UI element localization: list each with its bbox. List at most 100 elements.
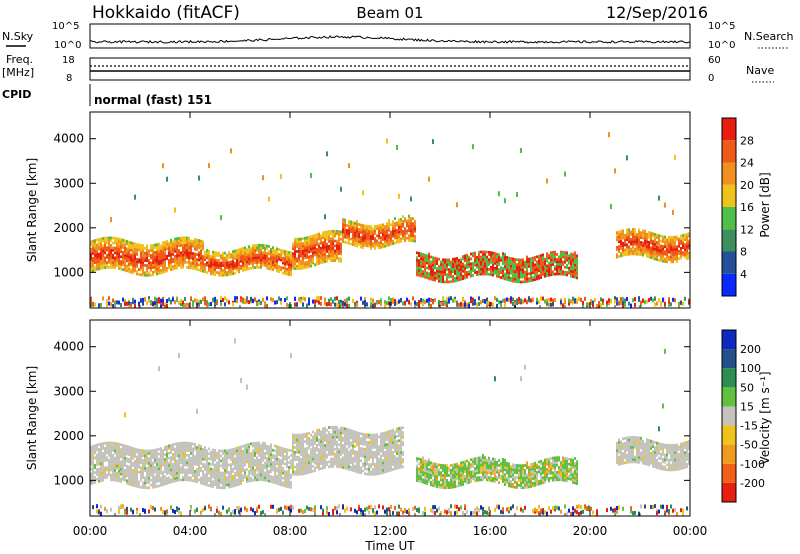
power-echo-cell (522, 270, 524, 274)
power-echo-cell (198, 244, 200, 247)
power-echo-cell (456, 257, 458, 260)
velocity-echo-cell (256, 475, 258, 479)
power-echo-cell (256, 265, 258, 269)
velocity-echo-cell (130, 468, 132, 472)
power-clutter-cell (132, 297, 134, 302)
velocity-echo-cell (264, 442, 266, 445)
power-clutter-cell (344, 298, 346, 303)
velocity-clutter-cell (104, 506, 106, 511)
power-echo-cell (126, 247, 128, 251)
power-echo-cell (132, 242, 134, 245)
power-clutter-cell (298, 297, 300, 302)
power-echo-cell (328, 247, 330, 251)
velocity-scatter-cell (290, 353, 292, 359)
power-echo-cell (308, 245, 310, 249)
velocity-echo-cell (258, 468, 260, 472)
power-echo-cell (462, 277, 464, 281)
power-echo-cell (188, 239, 190, 242)
velocity-echo-cell (106, 444, 108, 447)
power-echo-cell (112, 246, 114, 250)
velocity-echo-cell (216, 473, 218, 477)
power-echo-cell (302, 261, 304, 265)
velocity-echo-cell (242, 464, 244, 468)
power-clutter-cell (302, 296, 304, 301)
power-echo-cell (172, 245, 174, 249)
power-echo-cell (552, 258, 554, 262)
power-clutter-cell (418, 303, 420, 308)
beam-title: Beam 01 (356, 4, 423, 22)
power-echo-cell (662, 259, 664, 263)
power-echo-cell (414, 222, 416, 226)
power-echo-cell (226, 273, 228, 277)
velocity-echo-cell (212, 485, 214, 489)
power-echo-cell (176, 237, 178, 241)
velocity-echo-cell (250, 469, 252, 473)
velocity-echo-cell (260, 466, 262, 469)
power-echo-cell (482, 252, 484, 256)
velocity-echo-cell (126, 467, 128, 470)
velocity-echo-cell (136, 462, 138, 466)
power-echo-cell (128, 250, 130, 254)
power-clutter-cell (338, 299, 340, 304)
power-echo-cell (262, 246, 264, 250)
power-echo-cell (316, 252, 318, 256)
power-echo-cell (400, 222, 402, 226)
power-echo-cell (290, 266, 292, 269)
power-echo-cell (292, 247, 294, 251)
power-echo-cell (208, 269, 210, 273)
power-echo-cell (302, 242, 304, 245)
power-echo-cell (120, 265, 122, 268)
velocity-echo-cell (206, 456, 208, 460)
power-echo-cell (458, 276, 460, 279)
power-echo-cell (498, 263, 500, 266)
velocity-echo-cell (148, 474, 150, 477)
power-echo-cell (224, 273, 226, 277)
velocity-echo-cell (206, 464, 208, 467)
velocity-echo-cell (208, 484, 210, 487)
velocity-echo-cell (176, 449, 178, 453)
velocity-clutter-cell (286, 506, 288, 511)
power-echo-cell (386, 232, 388, 235)
velocity-echo-cell (104, 456, 106, 460)
velocity-echo-cell (114, 473, 116, 477)
power-echo-cell (562, 253, 564, 257)
velocity-echo-cell (164, 445, 166, 449)
velocity-clutter-cell (290, 508, 292, 513)
power-echo-cell (364, 227, 366, 230)
power-echo-cell (362, 241, 364, 245)
power-echo-cell (354, 226, 356, 230)
power-echo-cell (640, 231, 642, 235)
power-scatter-cell (410, 196, 412, 202)
velocity-echo-cell (306, 437, 308, 441)
velocity-echo-cell (140, 451, 142, 455)
power-echo-cell (316, 250, 318, 254)
velocity-echo-cell (240, 450, 242, 454)
velocity-echo-cell (114, 461, 116, 465)
velocity-echo-cell (160, 454, 162, 458)
power-clutter-cell (304, 297, 306, 302)
power-echo-cell (418, 269, 420, 272)
velocity-echo-cell (180, 449, 182, 452)
power-clutter-cell (352, 298, 354, 303)
power-echo-cell (338, 247, 340, 251)
power-echo-cell (180, 244, 182, 247)
power-echo-cell (180, 258, 182, 262)
power-echo-cell (182, 243, 184, 247)
velocity-echo-cell (298, 455, 300, 459)
velocity-echo-cell (182, 478, 184, 482)
velocity-echo-cell (306, 452, 308, 455)
power-echo-cell (522, 260, 524, 264)
power-echo-cell (434, 256, 436, 260)
velocity-echo-cell (206, 461, 208, 465)
velocity-echo-cell (100, 469, 102, 473)
power-echo-cell (130, 270, 132, 274)
velocity-echo-cell (252, 464, 254, 467)
velocity-echo-cell (174, 450, 176, 453)
velocity-echo-cell (224, 456, 226, 460)
power-echo-cell (532, 276, 534, 280)
power-echo-cell (434, 278, 436, 282)
velocity-echo-cell (150, 454, 152, 458)
power-clutter-cell (654, 296, 656, 301)
power-echo-cell (536, 267, 538, 271)
power-echo-cell (150, 266, 152, 270)
